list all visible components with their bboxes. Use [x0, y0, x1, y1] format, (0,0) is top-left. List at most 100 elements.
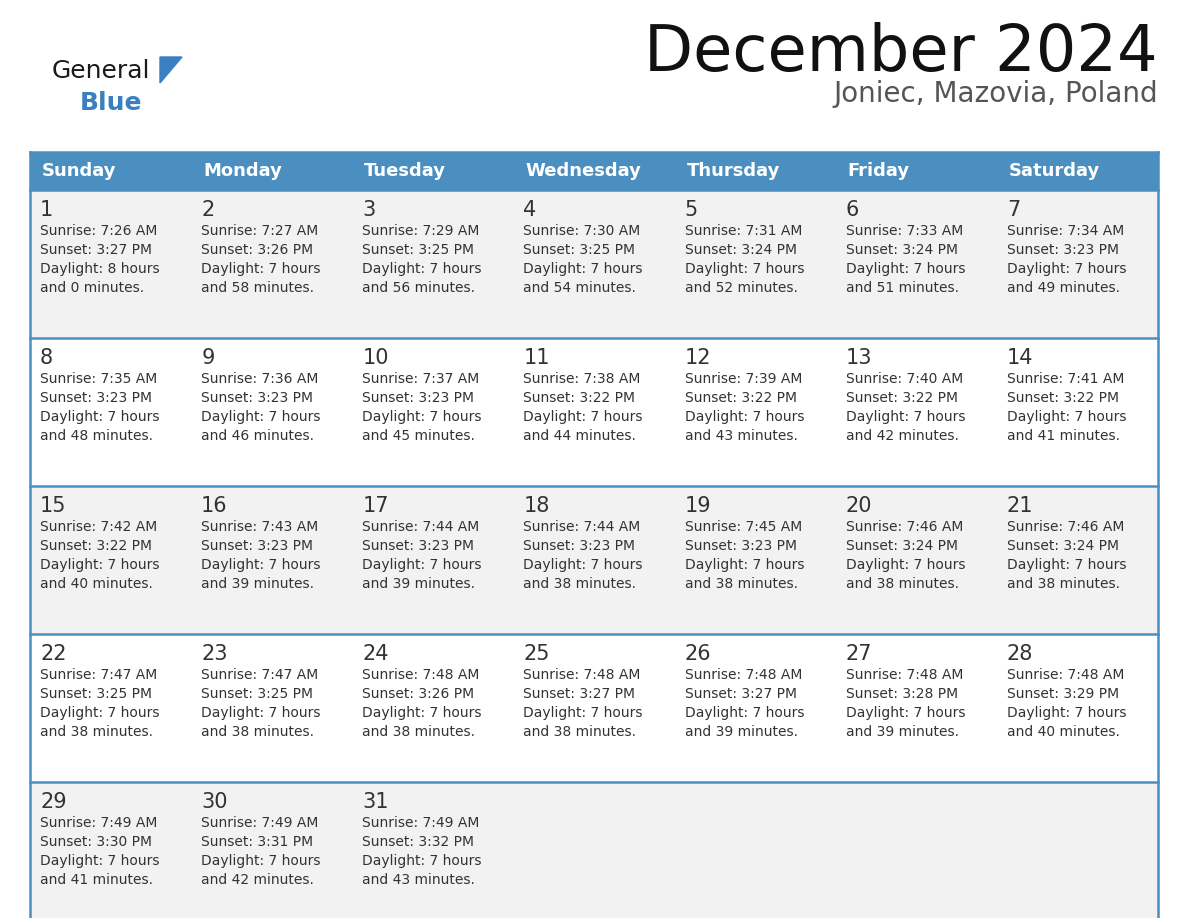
Text: 31: 31	[362, 792, 388, 812]
Text: Sunset: 3:23 PM: Sunset: 3:23 PM	[40, 391, 152, 405]
Text: Sunrise: 7:46 AM: Sunrise: 7:46 AM	[1007, 520, 1124, 534]
Text: and 38 minutes.: and 38 minutes.	[846, 577, 959, 591]
Text: 13: 13	[846, 348, 872, 368]
Text: 3: 3	[362, 200, 375, 220]
Text: and 45 minutes.: and 45 minutes.	[362, 429, 475, 443]
Text: Sunset: 3:22 PM: Sunset: 3:22 PM	[524, 391, 636, 405]
Text: Daylight: 7 hours: Daylight: 7 hours	[684, 262, 804, 276]
Text: Sunset: 3:27 PM: Sunset: 3:27 PM	[684, 687, 797, 701]
Text: Sunrise: 7:38 AM: Sunrise: 7:38 AM	[524, 372, 640, 386]
Text: Daylight: 7 hours: Daylight: 7 hours	[362, 410, 482, 424]
Text: 14: 14	[1007, 348, 1034, 368]
Text: and 41 minutes.: and 41 minutes.	[1007, 429, 1120, 443]
Text: and 38 minutes.: and 38 minutes.	[362, 725, 475, 739]
Text: Sunrise: 7:35 AM: Sunrise: 7:35 AM	[40, 372, 157, 386]
Text: Sunset: 3:23 PM: Sunset: 3:23 PM	[201, 391, 314, 405]
Text: Sunrise: 7:44 AM: Sunrise: 7:44 AM	[362, 520, 480, 534]
Text: 1: 1	[40, 200, 53, 220]
Bar	[30, 190, 1158, 338]
Text: Sunset: 3:23 PM: Sunset: 3:23 PM	[362, 391, 474, 405]
Text: Sunset: 3:27 PM: Sunset: 3:27 PM	[524, 687, 636, 701]
Text: Blue: Blue	[80, 91, 143, 115]
Text: Daylight: 7 hours: Daylight: 7 hours	[524, 410, 643, 424]
Text: Wednesday: Wednesday	[525, 162, 642, 180]
Text: Daylight: 7 hours: Daylight: 7 hours	[362, 706, 482, 720]
Text: 24: 24	[362, 644, 388, 664]
Text: 4: 4	[524, 200, 537, 220]
Text: Daylight: 7 hours: Daylight: 7 hours	[201, 706, 321, 720]
Text: Daylight: 7 hours: Daylight: 7 hours	[524, 558, 643, 572]
Text: 30: 30	[201, 792, 228, 812]
Text: Sunrise: 7:48 AM: Sunrise: 7:48 AM	[846, 668, 963, 682]
Text: Sunset: 3:22 PM: Sunset: 3:22 PM	[684, 391, 797, 405]
Text: Daylight: 7 hours: Daylight: 7 hours	[846, 706, 965, 720]
Text: Sunrise: 7:37 AM: Sunrise: 7:37 AM	[362, 372, 480, 386]
Text: Daylight: 7 hours: Daylight: 7 hours	[362, 262, 482, 276]
Text: 9: 9	[201, 348, 215, 368]
Text: and 40 minutes.: and 40 minutes.	[1007, 725, 1120, 739]
Text: Daylight: 7 hours: Daylight: 7 hours	[1007, 262, 1126, 276]
Text: and 51 minutes.: and 51 minutes.	[846, 281, 959, 295]
Text: Sunrise: 7:36 AM: Sunrise: 7:36 AM	[201, 372, 318, 386]
Text: Daylight: 7 hours: Daylight: 7 hours	[40, 706, 159, 720]
Text: Sunset: 3:31 PM: Sunset: 3:31 PM	[201, 835, 314, 849]
Text: 10: 10	[362, 348, 388, 368]
Text: Sunset: 3:32 PM: Sunset: 3:32 PM	[362, 835, 474, 849]
Text: Daylight: 7 hours: Daylight: 7 hours	[684, 558, 804, 572]
Text: 23: 23	[201, 644, 228, 664]
Text: Sunrise: 7:48 AM: Sunrise: 7:48 AM	[1007, 668, 1124, 682]
Text: and 39 minutes.: and 39 minutes.	[201, 577, 314, 591]
Text: 16: 16	[201, 496, 228, 516]
Text: and 43 minutes.: and 43 minutes.	[684, 429, 797, 443]
Text: Sunset: 3:30 PM: Sunset: 3:30 PM	[40, 835, 152, 849]
Text: 20: 20	[846, 496, 872, 516]
Text: Sunrise: 7:47 AM: Sunrise: 7:47 AM	[40, 668, 157, 682]
Text: Sunrise: 7:33 AM: Sunrise: 7:33 AM	[846, 224, 963, 238]
Text: 5: 5	[684, 200, 697, 220]
Text: and 40 minutes.: and 40 minutes.	[40, 577, 153, 591]
Text: Friday: Friday	[848, 162, 910, 180]
Text: 17: 17	[362, 496, 388, 516]
Text: 8: 8	[40, 348, 53, 368]
Text: Daylight: 7 hours: Daylight: 7 hours	[684, 410, 804, 424]
Text: Sunrise: 7:48 AM: Sunrise: 7:48 AM	[684, 668, 802, 682]
Text: 22: 22	[40, 644, 67, 664]
Text: Sunrise: 7:39 AM: Sunrise: 7:39 AM	[684, 372, 802, 386]
Text: Daylight: 7 hours: Daylight: 7 hours	[201, 262, 321, 276]
Bar	[30, 634, 1158, 782]
Bar	[30, 486, 1158, 634]
Text: Daylight: 7 hours: Daylight: 7 hours	[201, 410, 321, 424]
Text: Daylight: 7 hours: Daylight: 7 hours	[362, 854, 482, 868]
Text: Sunrise: 7:44 AM: Sunrise: 7:44 AM	[524, 520, 640, 534]
Polygon shape	[160, 57, 182, 83]
Text: Sunrise: 7:26 AM: Sunrise: 7:26 AM	[40, 224, 157, 238]
Text: 21: 21	[1007, 496, 1034, 516]
Text: Sunrise: 7:27 AM: Sunrise: 7:27 AM	[201, 224, 318, 238]
Text: Joniec, Mazovia, Poland: Joniec, Mazovia, Poland	[833, 80, 1158, 108]
Text: and 0 minutes.: and 0 minutes.	[40, 281, 144, 295]
Text: Sunrise: 7:48 AM: Sunrise: 7:48 AM	[362, 668, 480, 682]
Text: Sunset: 3:26 PM: Sunset: 3:26 PM	[201, 243, 314, 257]
Text: and 58 minutes.: and 58 minutes.	[201, 281, 314, 295]
Text: 11: 11	[524, 348, 550, 368]
Text: Sunset: 3:27 PM: Sunset: 3:27 PM	[40, 243, 152, 257]
Text: Daylight: 7 hours: Daylight: 7 hours	[1007, 706, 1126, 720]
Text: Tuesday: Tuesday	[365, 162, 447, 180]
Text: Sunset: 3:25 PM: Sunset: 3:25 PM	[201, 687, 314, 701]
Text: and 38 minutes.: and 38 minutes.	[684, 577, 797, 591]
Text: Daylight: 7 hours: Daylight: 7 hours	[40, 558, 159, 572]
Text: Daylight: 7 hours: Daylight: 7 hours	[1007, 410, 1126, 424]
Text: and 38 minutes.: and 38 minutes.	[1007, 577, 1120, 591]
Text: and 44 minutes.: and 44 minutes.	[524, 429, 637, 443]
Text: and 39 minutes.: and 39 minutes.	[684, 725, 797, 739]
Text: and 52 minutes.: and 52 minutes.	[684, 281, 797, 295]
Text: Sunrise: 7:48 AM: Sunrise: 7:48 AM	[524, 668, 640, 682]
Text: Sunset: 3:23 PM: Sunset: 3:23 PM	[1007, 243, 1119, 257]
Text: and 54 minutes.: and 54 minutes.	[524, 281, 637, 295]
Text: 28: 28	[1007, 644, 1034, 664]
Text: and 56 minutes.: and 56 minutes.	[362, 281, 475, 295]
Text: Daylight: 7 hours: Daylight: 7 hours	[201, 558, 321, 572]
Text: and 39 minutes.: and 39 minutes.	[362, 577, 475, 591]
Text: Sunset: 3:24 PM: Sunset: 3:24 PM	[846, 243, 958, 257]
Text: Sunrise: 7:29 AM: Sunrise: 7:29 AM	[362, 224, 480, 238]
